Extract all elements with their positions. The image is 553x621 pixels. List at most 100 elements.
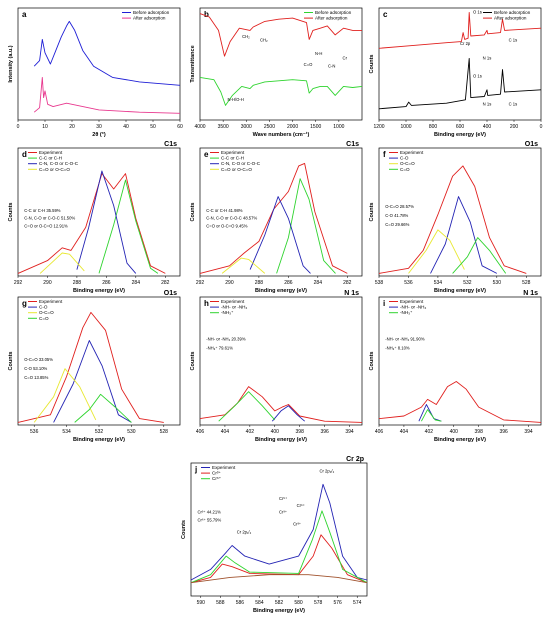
x-tick-label: 290 xyxy=(225,280,234,286)
series-line-c-o xyxy=(430,196,498,274)
x-tick-label: 30 xyxy=(96,124,102,130)
x-axis-label: 2θ (°) xyxy=(92,132,106,138)
legend-label: C-C or C-H xyxy=(39,156,62,161)
y-axis-label: Counts xyxy=(8,203,14,222)
panel-letter: d xyxy=(22,150,27,159)
annotation-label: Cr⁶⁺ 55.79% xyxy=(198,518,222,523)
plot-frame xyxy=(378,296,542,426)
x-tick-label: 536 xyxy=(404,280,413,286)
annotation-label: N 1s xyxy=(483,101,492,106)
series-line-after-adsorption xyxy=(199,13,362,57)
legend-label: C-O xyxy=(39,305,48,310)
x-tick-label: 400 xyxy=(271,429,280,435)
plot-frame xyxy=(378,147,542,277)
x-tick-label: 580 xyxy=(294,600,303,606)
annotation-label: Cr⁶⁺ xyxy=(279,496,287,501)
series-line-c-o-or-o-c-o xyxy=(39,252,85,274)
x-tick-label: 1500 xyxy=(310,124,321,130)
legend-label: Cr³⁺ xyxy=(212,471,221,476)
annotation-label: C-O 53.10% xyxy=(24,366,47,371)
y-axis-label: Counts xyxy=(369,203,375,222)
x-tick-label: 3000 xyxy=(241,124,252,130)
panel-title: C1s xyxy=(346,141,359,148)
series-line-c-n-c-o-or-c-o-c xyxy=(249,196,311,274)
x-tick-label: 398 xyxy=(475,429,484,435)
x-tick-label: 404 xyxy=(221,429,230,435)
x-tick-label: 536 xyxy=(30,429,39,435)
annotation-label: C=O 13.85% xyxy=(24,375,48,380)
x-tick-label: 532 xyxy=(463,280,472,286)
panel-letter: a xyxy=(22,10,27,19)
x-axis-label: Binding energy (eV) xyxy=(73,288,125,294)
x-tick-label: 284 xyxy=(314,280,323,286)
series-line-cr- xyxy=(190,534,368,584)
y-axis-label: Counts xyxy=(369,352,375,371)
series-line-before-adsorption xyxy=(378,57,542,110)
series-line-cr- xyxy=(190,510,368,584)
y-axis-label: Counts xyxy=(8,352,14,371)
series-line-experiment xyxy=(378,165,527,274)
plot-frame xyxy=(17,147,181,277)
legend-label: Cr⁶⁺ xyxy=(212,476,222,481)
x-tick-label: 284 xyxy=(132,280,141,286)
x-tick-label: 394 xyxy=(524,429,533,435)
x-tick-label: 534 xyxy=(62,429,71,435)
x-axis-label: Binding energy (eV) xyxy=(434,437,486,443)
x-tick-label: 406 xyxy=(375,429,384,435)
legend-label: Experiment xyxy=(221,299,245,304)
x-tick-label: 3500 xyxy=(218,124,229,130)
x-axis-label: Wave numbers (cm⁻¹) xyxy=(253,131,310,138)
x-axis-label: Binding energy (eV) xyxy=(253,608,305,614)
panel-f: f O1s 538 536 534 532 530 528 Binding energy (eV… xyxy=(369,141,542,294)
annotation-label: -NH₃⁺ 79.61% xyxy=(206,345,233,350)
x-tick-label: 590 xyxy=(197,600,206,606)
annotation-label: O 1s xyxy=(473,10,482,15)
x-tick-label: 400 xyxy=(450,429,459,435)
series-line-o-c-o xyxy=(33,368,97,423)
panel-title: N 1s xyxy=(523,290,538,297)
annotation-label: Cr⁶⁺ xyxy=(297,503,305,508)
panel-d: d C1s 292 290 288 286 284 282 Binding energy (eV… xyxy=(8,141,181,294)
x-tick-label: 530 xyxy=(493,280,502,286)
x-tick-label: 288 xyxy=(73,280,82,286)
panel-i: i N 1s 406 404 402 400 398 396 394 Binding energy… xyxy=(369,290,542,443)
panel-title: O1s xyxy=(525,141,538,148)
series-line-background xyxy=(190,574,368,584)
series-line-experiment xyxy=(378,381,542,423)
y-axis-label: Intensity (a.u.) xyxy=(8,45,14,82)
x-tick-label: 532 xyxy=(95,429,104,435)
x-tick-label: 538 xyxy=(375,280,384,286)
annotation-label: C 1s xyxy=(509,38,518,43)
x-tick-label: 1200 xyxy=(373,124,384,130)
annotation-label: -NH- or -NH₂ 91.90% xyxy=(385,337,425,342)
y-axis-label: Counts xyxy=(369,55,375,74)
series-line-c-o-or-o-c-o xyxy=(221,257,266,274)
legend-label: C-N, C-O or C-O-C xyxy=(221,161,261,166)
x-tick-label: 394 xyxy=(345,429,354,435)
series-line--nh- xyxy=(218,391,276,422)
legend-label: Experiment xyxy=(212,465,236,470)
series-line-after-adsorption xyxy=(378,12,542,49)
panel-g: g O1s 536 534 532 530 528 Binding energy (eV) Co… xyxy=(8,290,181,443)
legend-label: After adsorption xyxy=(133,16,166,21)
x-tick-label: 396 xyxy=(320,429,329,435)
annotation-label: -NH- or -NH₂ 20.39% xyxy=(206,337,246,342)
panel-e: e C1s 292 290 288 286 284 282 Binding energy (eV… xyxy=(190,141,363,294)
series-line-experiment xyxy=(199,162,348,274)
annotation-label: O-C=O 28.57% xyxy=(385,204,414,209)
x-tick-label: 200 xyxy=(510,124,519,130)
series-line-c-c-or-c-h xyxy=(98,179,159,274)
legend-label: C=O xyxy=(400,167,410,172)
panel-letter: c xyxy=(383,10,388,19)
x-tick-label: 578 xyxy=(314,600,323,606)
legend-label: C-C or C-H xyxy=(221,156,244,161)
annotation-label: O-C=O 33.05% xyxy=(24,357,53,362)
x-tick-label: 40 xyxy=(123,124,129,130)
x-tick-label: 600 xyxy=(456,124,465,130)
x-tick-label: 576 xyxy=(333,600,342,606)
annotation-label: C-C or C-H 41.98% xyxy=(206,208,243,213)
annotation-label: CH₂ xyxy=(260,38,268,43)
panel-letter: i xyxy=(383,299,385,308)
annotation-label: C-O 41.78% xyxy=(385,213,408,218)
